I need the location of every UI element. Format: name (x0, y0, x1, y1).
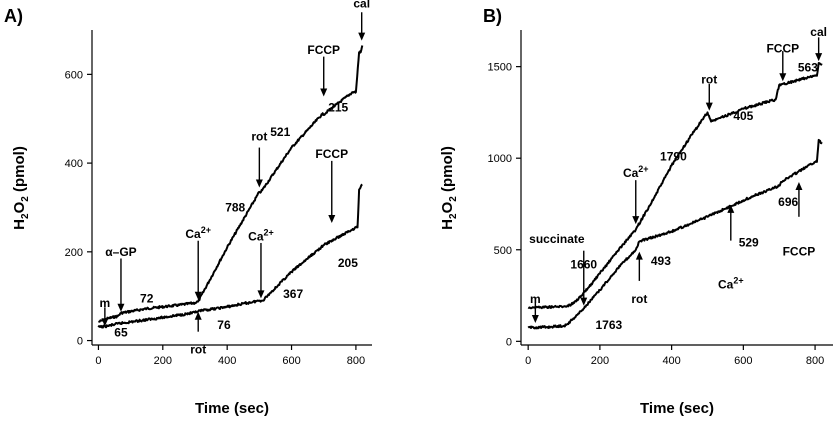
x-tick-label: 200 (154, 355, 172, 367)
annotation-arrowhead (531, 315, 539, 324)
annotation-label: 76 (217, 318, 231, 332)
annotation-label: 1790 (660, 149, 687, 163)
y-tick-label: 1000 (488, 153, 512, 165)
trace-line (527, 62, 823, 310)
annotation-label: FCCP (307, 43, 340, 57)
y-tick-label: 400 (65, 158, 83, 170)
annotation-label: 405 (733, 109, 753, 123)
annotation-label: rot (631, 292, 647, 306)
x-axis-label: Time (sec) (195, 400, 269, 417)
annotation-arrowhead (320, 88, 328, 97)
x-tick-label: 0 (95, 355, 101, 367)
annotation-arrowhead (815, 53, 823, 62)
annotation-label: 696 (778, 195, 798, 209)
annotation-arrowhead (779, 73, 787, 82)
annotation-label: 788 (225, 200, 245, 214)
annotation-label: rot (251, 129, 267, 143)
annotation-label: Ca2+ (185, 225, 211, 241)
annotation-label: 65 (114, 326, 128, 340)
trace-line (97, 183, 363, 329)
panel-a: A) 0 200 400 600 800 0 200 400 600 Time (sec) H2O2 … (4, 0, 372, 417)
annotation-label: FCCP (783, 245, 816, 259)
y-tick-label: 200 (65, 247, 83, 259)
annotation-label: 1660 (570, 257, 597, 271)
annotation-label: 563 (798, 61, 818, 75)
x-tick-label: 400 (662, 355, 680, 367)
annotation-label: Ca2+ (718, 276, 744, 292)
panel-b: B) 0 200 400 600 800 0 500 1000 1500 Time (sec) H2O… (439, 6, 833, 417)
annotation-arrowhead (194, 291, 202, 300)
x-tick-label: 600 (734, 355, 752, 367)
annotation-arrowhead (632, 216, 640, 225)
annotation-label: rot (701, 72, 717, 86)
annotation-arrowhead (255, 179, 263, 188)
annotation-arrowhead (194, 311, 202, 320)
y-axis-label: H2O2 (pmol) (11, 146, 31, 230)
annotation-label: m (530, 292, 541, 306)
annotation-arrowhead (727, 204, 735, 213)
x-tick-label: 600 (282, 355, 300, 367)
x-tick-label: 400 (218, 355, 236, 367)
x-tick-label: 0 (525, 355, 531, 367)
y-tick-label: 1500 (488, 62, 512, 74)
annotation-label: 215 (328, 101, 348, 115)
annotation-label: cal (353, 0, 370, 10)
annotation-arrowhead (635, 251, 643, 260)
y-axis-label: H2O2 (pmol) (439, 146, 459, 230)
y-tick-label: 0 (77, 336, 83, 348)
annotation-label: 367 (283, 287, 303, 301)
annotation-arrowhead (705, 102, 713, 111)
trace-line (98, 45, 364, 323)
annotation-label: 521 (270, 125, 290, 139)
annotation-label: rot (190, 342, 206, 356)
annotation-label: 205 (338, 256, 358, 270)
annotation-arrowhead (358, 32, 366, 41)
x-tick-label: 200 (591, 355, 609, 367)
annotation-label: α–GP (105, 245, 136, 259)
annotation-arrowhead (795, 182, 803, 191)
y-tick-label: 600 (65, 69, 83, 81)
x-tick-label: 800 (347, 355, 365, 367)
y-tick-label: 500 (494, 245, 512, 257)
x-tick-label: 800 (806, 355, 824, 367)
annotation-label: Ca2+ (248, 227, 274, 243)
panel-label: A) (4, 6, 23, 26)
y-tick-label: 0 (506, 336, 512, 348)
trace-line (527, 138, 823, 330)
annotation-arrowhead (101, 318, 109, 327)
annotation-label: succinate (529, 232, 585, 246)
annotation-arrowhead (580, 297, 588, 306)
annotation-arrowhead (328, 214, 336, 223)
annotation-label: Ca2+ (623, 164, 649, 180)
annotation-label: FCCP (766, 41, 799, 55)
annotation-label: 493 (651, 254, 671, 268)
annotation-arrowhead (117, 303, 125, 312)
x-axis-label: Time (sec) (640, 400, 714, 417)
annotation-label: 529 (739, 235, 759, 249)
annotation-label: cal (810, 25, 827, 39)
annotation-arrowhead (257, 290, 265, 299)
annotation-label: 72 (140, 291, 154, 305)
annotation-label: 1763 (596, 318, 623, 332)
annotation-label: FCCP (315, 147, 348, 161)
panel-label: B) (483, 6, 502, 26)
annotation-label: m (100, 296, 111, 310)
